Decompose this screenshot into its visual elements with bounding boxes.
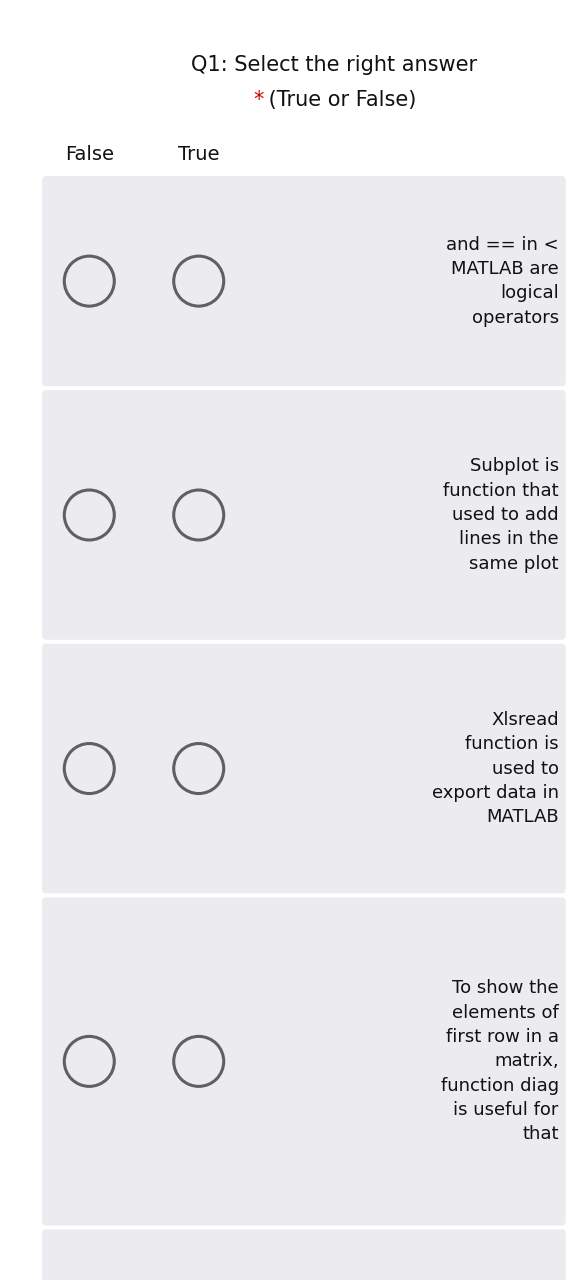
FancyBboxPatch shape (42, 175, 566, 387)
FancyBboxPatch shape (42, 644, 566, 893)
Text: and == in <
MATLAB are
logical
operators: and == in < MATLAB are logical operators (446, 236, 559, 326)
Text: Subplot is
function that
used to add
lines in the
same plot: Subplot is function that used to add lin… (443, 457, 559, 572)
Text: Xlsread
function is
used to
export data in
MATLAB: Xlsread function is used to export data … (432, 710, 559, 826)
Text: (True or False): (True or False) (262, 90, 416, 110)
Text: *: * (253, 90, 264, 110)
FancyBboxPatch shape (42, 390, 566, 640)
Text: Q1: Select the right answer: Q1: Select the right answer (191, 55, 477, 76)
Text: To show the
elements of
first row in a
matrix,
function diag
is useful for
that: To show the elements of first row in a m… (441, 979, 559, 1143)
FancyBboxPatch shape (42, 1230, 566, 1280)
FancyBboxPatch shape (42, 897, 566, 1225)
Text: False: False (65, 145, 114, 164)
Text: True: True (178, 145, 219, 164)
